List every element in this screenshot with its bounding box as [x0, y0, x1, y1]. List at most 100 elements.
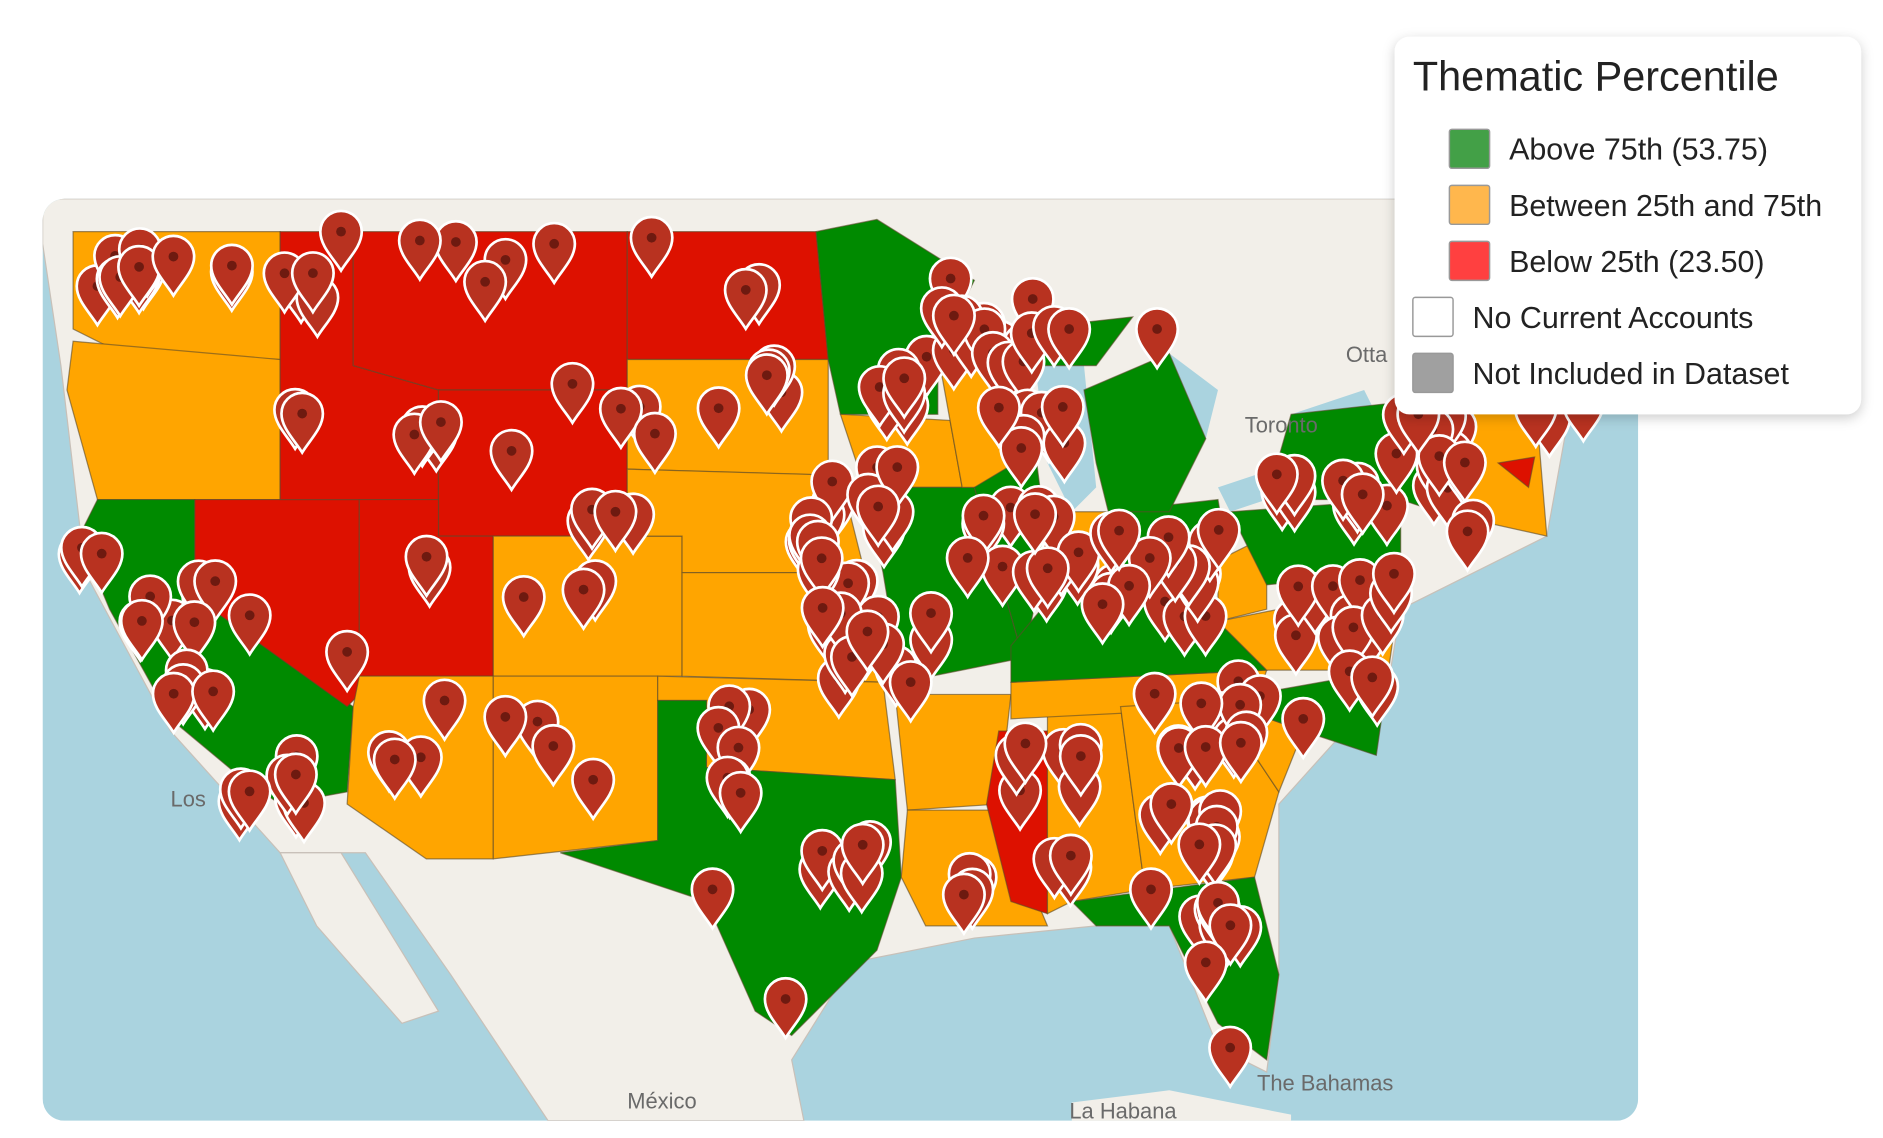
marker[interactable]: [1340, 472, 1385, 536]
marker[interactable]: [571, 757, 616, 822]
marker[interactable]: [227, 769, 272, 833]
marker[interactable]: [632, 411, 677, 476]
marker-dot: [145, 591, 156, 602]
marker[interactable]: [119, 598, 164, 663]
legend-label[interactable]: No Current Accounts: [1473, 301, 1754, 335]
marker[interactable]: [151, 234, 196, 299]
marker[interactable]: [227, 593, 272, 657]
marker-dot: [1328, 581, 1338, 592]
marker[interactable]: [1208, 1025, 1253, 1090]
legend-label[interactable]: Above 75th (53.75): [1509, 133, 1768, 167]
marker-dot: [874, 382, 885, 392]
legend-label[interactable]: Below 25th (23.50): [1509, 245, 1764, 279]
marker[interactable]: [531, 723, 576, 788]
marker[interactable]: [463, 259, 508, 324]
marker[interactable]: [191, 669, 236, 733]
legend-label[interactable]: Between 25th and 75th: [1509, 189, 1822, 223]
marker[interactable]: [598, 386, 643, 451]
marker[interactable]: [280, 391, 325, 456]
marker[interactable]: [593, 489, 638, 554]
marker[interactable]: [882, 356, 927, 420]
marker[interactable]: [718, 770, 763, 835]
marker[interactable]: [1003, 721, 1048, 786]
marker[interactable]: [418, 400, 463, 464]
marker[interactable]: [422, 678, 467, 743]
marker[interactable]: [532, 221, 577, 286]
marker[interactable]: [209, 243, 254, 308]
marker[interactable]: [1128, 867, 1174, 931]
marker-pin: [1340, 472, 1385, 536]
marker[interactable]: [976, 385, 1021, 450]
legend-label[interactable]: Not Included in Dataset: [1473, 357, 1790, 391]
marker[interactable]: [172, 600, 217, 664]
marker[interactable]: [1135, 307, 1180, 371]
marker[interactable]: [1080, 582, 1125, 646]
marker[interactable]: [931, 293, 976, 358]
marker[interactable]: [690, 867, 735, 931]
marker-dot: [578, 584, 589, 595]
marker[interactable]: [1132, 671, 1177, 736]
marker[interactable]: [1445, 509, 1490, 573]
marker[interactable]: [888, 660, 933, 724]
marker[interactable]: [800, 585, 845, 650]
marker[interactable]: [1025, 546, 1070, 610]
state[interactable]: [1083, 352, 1207, 513]
marker[interactable]: [845, 609, 890, 674]
marker[interactable]: [1097, 508, 1142, 573]
marker[interactable]: [79, 531, 124, 596]
marker[interactable]: [561, 567, 606, 632]
marker-dot: [532, 716, 543, 727]
marker[interactable]: [489, 428, 534, 493]
legend-swatch: [1448, 128, 1491, 170]
marker-pin: [227, 769, 272, 833]
marker[interactable]: [1281, 696, 1326, 761]
marker[interactable]: [397, 218, 442, 283]
marker[interactable]: [1183, 940, 1228, 1004]
marker[interactable]: [999, 426, 1044, 490]
marker[interactable]: [1012, 492, 1058, 556]
marker[interactable]: [1254, 452, 1299, 516]
marker[interactable]: [908, 591, 954, 655]
marker[interactable]: [1218, 720, 1263, 785]
marker[interactable]: [1350, 655, 1395, 719]
marker[interactable]: [1149, 782, 1194, 846]
marker[interactable]: [763, 976, 808, 1041]
state[interactable]: [560, 699, 902, 1037]
marker[interactable]: [1183, 724, 1228, 789]
marker[interactable]: [1371, 551, 1417, 616]
marker[interactable]: [290, 251, 335, 315]
marker[interactable]: [318, 209, 364, 274]
marker[interactable]: [629, 215, 674, 280]
map[interactable]: Otta Toronto Los México La Habana The Ba…: [42, 198, 1639, 1138]
marker[interactable]: [941, 872, 986, 937]
marker[interactable]: [744, 353, 789, 417]
marker[interactable]: [1442, 440, 1487, 505]
marker[interactable]: [723, 267, 768, 332]
marker[interactable]: [483, 694, 528, 759]
marker[interactable]: [1040, 384, 1085, 449]
marker[interactable]: [117, 244, 162, 309]
marker[interactable]: [151, 671, 196, 736]
marker[interactable]: [1048, 833, 1093, 898]
marker[interactable]: [325, 629, 370, 694]
state[interactable]: [66, 340, 281, 501]
marker[interactable]: [1047, 307, 1092, 371]
marker[interactable]: [1177, 822, 1222, 886]
marker[interactable]: [550, 361, 595, 426]
marker[interactable]: [1058, 734, 1103, 798]
marker[interactable]: [840, 822, 885, 887]
marker-pin: [763, 976, 808, 1041]
marker[interactable]: [945, 535, 990, 600]
state[interactable]: [1496, 456, 1536, 489]
marker[interactable]: [1196, 507, 1241, 572]
marker[interactable]: [273, 752, 318, 817]
marker[interactable]: [799, 536, 844, 600]
marker-dot: [713, 722, 724, 733]
marker-dot: [1391, 448, 1402, 459]
marker[interactable]: [696, 386, 741, 450]
marker[interactable]: [372, 737, 417, 802]
marker[interactable]: [404, 534, 449, 599]
marker[interactable]: [501, 574, 546, 639]
marker[interactable]: [856, 484, 901, 549]
marker-pin: [273, 752, 318, 817]
